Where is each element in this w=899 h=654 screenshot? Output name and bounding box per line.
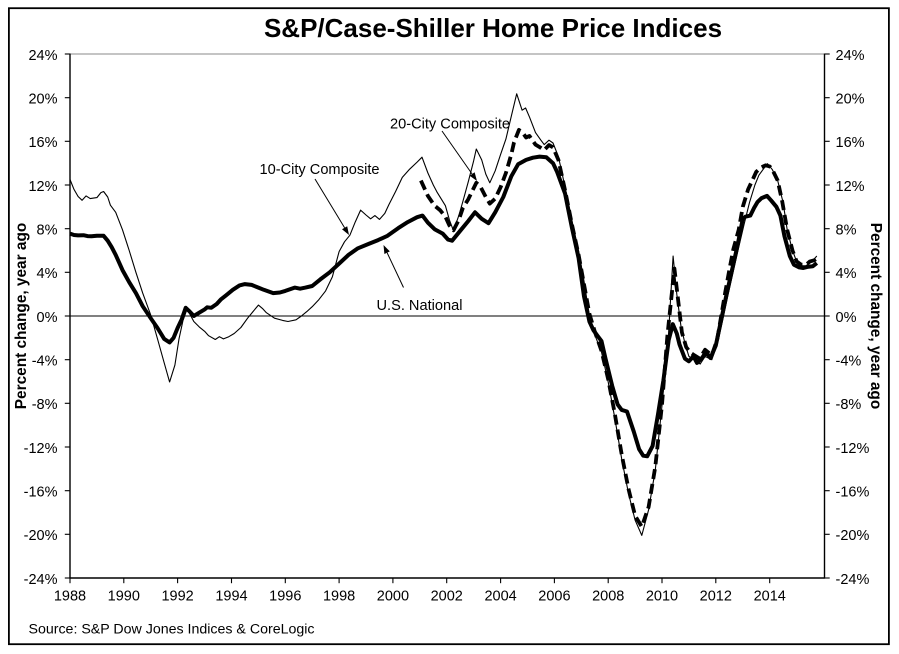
svg-text:U.S. National: U.S. National [377, 298, 463, 314]
svg-text:12%: 12% [28, 179, 57, 195]
svg-text:2014: 2014 [754, 589, 786, 605]
svg-text:2012: 2012 [700, 589, 732, 605]
svg-text:20%: 20% [836, 92, 865, 108]
svg-text:16%: 16% [28, 135, 57, 151]
svg-text:2006: 2006 [538, 589, 570, 605]
svg-text:20-City Composite: 20-City Composite [390, 117, 510, 133]
svg-text:8%: 8% [37, 223, 58, 239]
svg-text:16%: 16% [836, 135, 865, 151]
svg-text:-12%: -12% [836, 441, 870, 457]
svg-text:-24%: -24% [836, 572, 870, 588]
svg-text:2008: 2008 [592, 589, 624, 605]
svg-text:-16%: -16% [836, 485, 870, 501]
svg-text:1988: 1988 [54, 589, 86, 605]
svg-text:1992: 1992 [161, 589, 193, 605]
svg-text:-8%: -8% [836, 397, 862, 413]
svg-text:4%: 4% [836, 266, 857, 282]
svg-text:-16%: -16% [24, 485, 58, 501]
svg-text:-4%: -4% [836, 354, 862, 370]
svg-text:-24%: -24% [24, 572, 58, 588]
svg-text:2004: 2004 [484, 589, 516, 605]
svg-text:-20%: -20% [24, 528, 58, 544]
svg-text:2000: 2000 [377, 589, 409, 605]
svg-text:0%: 0% [836, 310, 857, 326]
svg-text:-4%: -4% [32, 354, 58, 370]
svg-text:1998: 1998 [323, 589, 355, 605]
svg-text:20%: 20% [28, 92, 57, 108]
svg-text:Source: S&P Dow Jones Indices: Source: S&P Dow Jones Indices & CoreLogi… [29, 622, 315, 638]
svg-text:4%: 4% [37, 266, 58, 282]
svg-text:2010: 2010 [646, 589, 678, 605]
svg-text:8%: 8% [836, 223, 857, 239]
svg-text:Percent change, year ago: Percent change, year ago [867, 223, 884, 409]
svg-text:10-City Composite: 10-City Composite [260, 162, 380, 178]
svg-text:12%: 12% [836, 179, 865, 195]
svg-text:24%: 24% [28, 48, 57, 64]
svg-text:S&P/Case-Shiller Home Price In: S&P/Case-Shiller Home Price Indices [264, 13, 722, 43]
svg-text:-20%: -20% [836, 528, 870, 544]
svg-text:0%: 0% [37, 310, 58, 326]
svg-text:24%: 24% [836, 48, 865, 64]
svg-text:-12%: -12% [24, 441, 58, 457]
svg-text:1996: 1996 [269, 589, 301, 605]
svg-text:-8%: -8% [32, 397, 58, 413]
svg-text:Percent change, year ago: Percent change, year ago [13, 223, 30, 409]
svg-text:1994: 1994 [215, 589, 247, 605]
svg-text:1990: 1990 [108, 589, 140, 605]
svg-text:2002: 2002 [431, 589, 463, 605]
